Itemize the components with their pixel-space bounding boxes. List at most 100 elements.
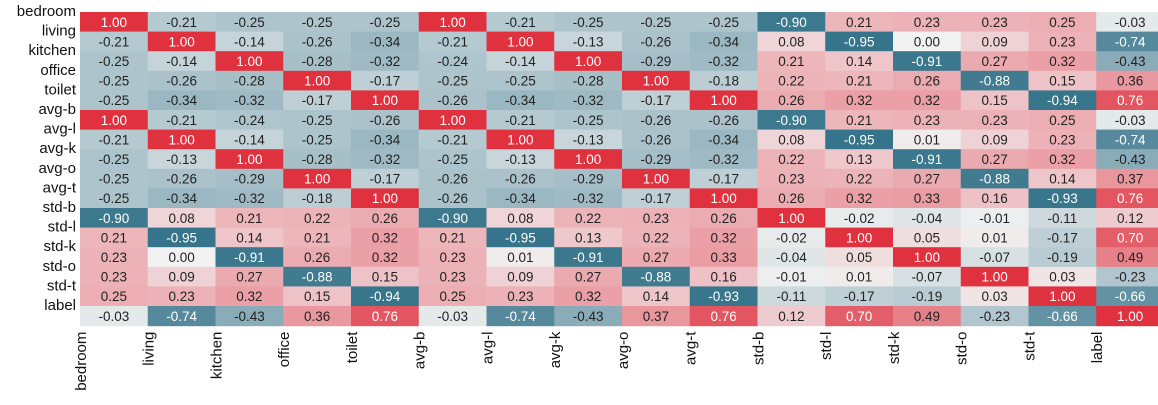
heatmap-cell-label-std-l: [825, 306, 894, 327]
heatmap-cell-toilet-avg-t: [689, 90, 759, 111]
heatmap-cell-kitchen-avg-o: [622, 51, 691, 72]
heatmap-cell-label-std-o: [960, 306, 1030, 327]
heatmap-cell-std-o-avg-l: [486, 266, 555, 287]
heatmap-cell-avg-l-toilet: [351, 129, 420, 150]
heatmap-cell-avg-l-std-t: [1028, 129, 1097, 150]
heatmap-cell-std-b-office: [283, 208, 352, 229]
heatmap-cell-bedroom-bedroom: [80, 12, 149, 33]
heatmap-cell-avg-o-toilet: [351, 168, 420, 189]
heatmap-cell-std-o-avg-k: [554, 266, 623, 287]
cell-value-avg-o-std-b: 0.23: [778, 172, 804, 187]
row-label-avg-b: avg-b: [38, 101, 76, 118]
cell-value-avg-o-std-t: 0.14: [1049, 172, 1076, 187]
cell-value-kitchen-avg-l: -0.14: [505, 54, 536, 69]
cell-value-office-avg-k: -0.28: [573, 74, 604, 89]
cell-value-avg-l-avg-o: -0.26: [640, 132, 671, 147]
heatmap-cell-avg-t-avg-k: [554, 188, 623, 209]
cell-value-kitchen-std-b: 0.21: [778, 54, 804, 69]
heatmap-cell-std-t-label: [1096, 286, 1158, 307]
cell-value-living-std-k: 0.00: [914, 34, 940, 49]
heatmap-cell-bedroom-std-l: [825, 12, 894, 33]
heatmap-cell-toilet-avg-k: [554, 90, 623, 111]
cell-value-std-k-avg-b: 0.23: [439, 250, 465, 265]
cell-value-label-avg-k: -0.43: [573, 309, 604, 324]
cell-value-std-l-std-t: -0.17: [1047, 230, 1078, 245]
heatmap-cell-avg-o-avg-t: [689, 168, 759, 189]
cell-value-living-living: 1.00: [168, 34, 194, 49]
cell-value-avg-l-std-l: -0.95: [844, 132, 875, 147]
cell-value-living-avg-b: -0.21: [437, 34, 468, 49]
row-label-bedroom: bedroom: [17, 3, 76, 20]
cell-value-std-b-std-t: -0.11: [1047, 211, 1077, 226]
cell-value-avg-b-std-t: 0.25: [1049, 113, 1075, 128]
heatmap-cell-office-office: [283, 70, 352, 91]
heatmap-cell-std-t-kitchen: [215, 286, 284, 307]
heatmap-cell-std-b-avg-o: [622, 208, 691, 229]
heatmap-cell-std-k-std-t: [1028, 247, 1097, 268]
cell-value-avg-k-office: -0.28: [302, 152, 333, 167]
cell-value-avg-o-kitchen: -0.29: [234, 172, 265, 187]
heatmap-cell-std-b-std-t: [1028, 208, 1097, 229]
cell-value-avg-b-avg-b: 1.00: [439, 113, 465, 128]
cell-value-bedroom-avg-t: -0.25: [708, 15, 739, 30]
heatmap-cell-avg-o-std-b: [757, 168, 826, 189]
cell-value-avg-l-office: -0.25: [302, 132, 333, 147]
heatmap-cell-toilet-toilet: [351, 90, 420, 111]
cell-value-avg-b-std-o: 0.23: [981, 113, 1007, 128]
heatmap-cell-avg-k-std-b: [757, 149, 826, 170]
cell-value-std-l-label: 0.70: [1117, 230, 1143, 245]
cell-value-kitchen-std-l: 0.14: [846, 54, 873, 69]
cell-value-avg-k-avg-t: -0.32: [708, 152, 739, 167]
cell-value-office-std-o: -0.88: [979, 74, 1010, 89]
row-label-kitchen: kitchen: [28, 42, 76, 59]
heatmap-cell-kitchen-toilet: [351, 51, 420, 72]
cell-value-label-avg-o: 0.37: [643, 309, 669, 324]
heatmap-cell-toilet-label: [1096, 90, 1158, 111]
heatmap-cell-bedroom-std-b: [757, 12, 826, 33]
heatmap-cell-avg-k-avg-l: [486, 149, 555, 170]
heatmap-cell-office-avg-b: [418, 70, 488, 91]
heatmap-cell-std-l-label: [1096, 227, 1158, 248]
heatmap-cell-avg-k-avg-t: [689, 149, 759, 170]
heatmap-cell-label-std-k: [893, 306, 962, 327]
heatmap-cell-avg-b-avg-b: [418, 110, 488, 131]
cell-value-std-o-label: -0.23: [1115, 270, 1146, 285]
heatmap-cell-avg-k-avg-b: [418, 149, 488, 170]
heatmap-cell-toilet-office: [283, 90, 352, 111]
cell-value-office-avg-l: -0.25: [505, 74, 536, 89]
cell-value-std-k-avg-t: 0.33: [710, 250, 736, 265]
cell-value-avg-b-kitchen: -0.24: [234, 113, 265, 128]
heatmap-cell-std-b-bedroom: [80, 208, 149, 229]
heatmap-cell-kitchen-std-o: [960, 51, 1030, 72]
heatmap-cell-std-l-toilet: [351, 227, 420, 248]
cell-value-std-o-office: -0.88: [302, 270, 333, 285]
heatmap-cell-avg-t-std-t: [1028, 188, 1097, 209]
column-label-label: label: [1089, 332, 1106, 364]
cell-value-std-t-toilet: -0.94: [369, 289, 400, 304]
cell-value-toilet-living: -0.34: [166, 93, 197, 108]
cell-value-bedroom-avg-l: -0.21: [505, 15, 536, 30]
cell-value-std-k-std-k: 1.00: [914, 250, 940, 265]
heatmap-cell-avg-k-toilet: [351, 149, 420, 170]
heatmap-cell-std-b-avg-l: [486, 208, 555, 229]
cell-value-kitchen-toilet: -0.32: [369, 54, 400, 69]
heatmap-cell-office-avg-o: [622, 70, 691, 91]
cell-value-toilet-avg-l: -0.34: [505, 93, 536, 108]
heatmap-cell-std-b-kitchen: [215, 208, 284, 229]
cell-value-office-office: 1.00: [304, 74, 330, 89]
cell-value-label-kitchen: -0.43: [234, 309, 265, 324]
cell-value-std-k-avg-l: 0.01: [507, 250, 533, 265]
heatmap-cell-std-k-kitchen: [215, 247, 284, 268]
cell-value-toilet-std-b: 0.26: [778, 93, 804, 108]
row-label-avg-o: avg-o: [38, 160, 76, 177]
cell-value-std-k-std-t: -0.19: [1047, 250, 1078, 265]
cell-value-avg-b-std-l: 0.21: [846, 113, 872, 128]
column-label-avg-k: avg-k: [547, 331, 564, 368]
heatmap-cell-avg-t-avg-b: [418, 188, 488, 209]
heatmap-cell-avg-b-std-k: [893, 110, 962, 131]
heatmap-cell-avg-b-std-l: [825, 110, 894, 131]
cell-value-bedroom-living: -0.21: [166, 15, 197, 30]
heatmap-cell-avg-b-kitchen: [215, 110, 284, 131]
heatmap-cell-label-std-t: [1028, 306, 1097, 327]
column-label-office: office: [276, 332, 293, 368]
